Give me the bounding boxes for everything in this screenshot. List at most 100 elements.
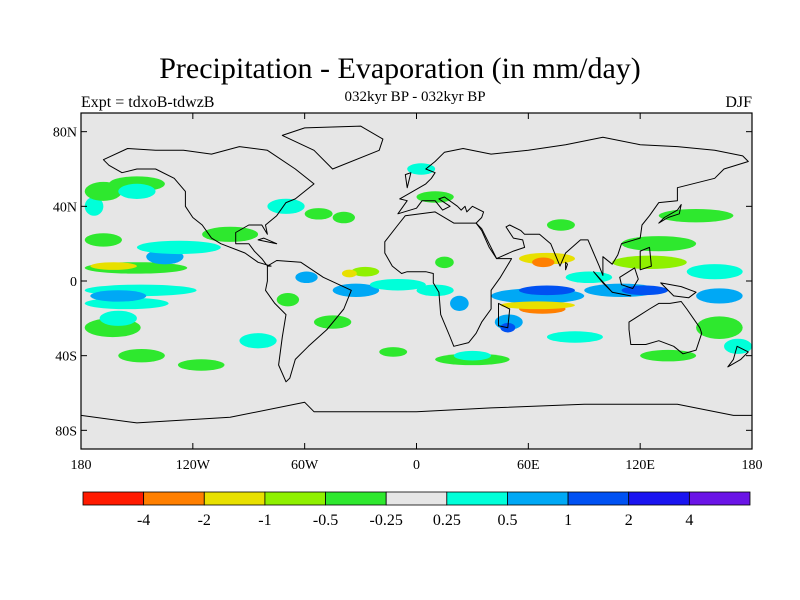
colorbar: -4 -2 -1 -0.5 -0.25 0.25 0.5 1 2 4 bbox=[82, 491, 751, 529]
contour-region bbox=[416, 284, 454, 297]
coastline bbox=[619, 267, 639, 289]
contour-region bbox=[519, 285, 575, 296]
lat-tick-label: 40N bbox=[53, 200, 77, 215]
colorbar-label: 1 bbox=[564, 512, 572, 529]
lon-tick-label: 60W bbox=[291, 458, 319, 473]
lon-tick-label: 120E bbox=[625, 458, 655, 473]
colorbar-label: -4 bbox=[137, 512, 150, 529]
contour-region bbox=[276, 293, 300, 307]
coastline bbox=[384, 211, 513, 347]
colorbar-label: 0.25 bbox=[433, 512, 461, 529]
contour-region bbox=[565, 271, 613, 283]
contour-region bbox=[84, 196, 104, 216]
map-subtitle: 032kyr BP - 032kyr BP bbox=[344, 89, 486, 105]
contour-region bbox=[90, 262, 137, 270]
contour-region bbox=[450, 295, 469, 311]
colorbar-label: -0.5 bbox=[313, 512, 338, 529]
contour-region bbox=[532, 257, 555, 268]
contour-region bbox=[99, 310, 137, 326]
contour-region bbox=[379, 347, 408, 357]
colorbar-swatch bbox=[143, 491, 205, 506]
colorbar-swatch bbox=[203, 491, 266, 506]
contour-region bbox=[90, 290, 147, 302]
colorbar-swatch bbox=[385, 491, 448, 506]
page-title: Precipitation - Evaporation (in mm/day) bbox=[159, 52, 641, 85]
contour-region bbox=[500, 301, 575, 310]
colorbar-swatch bbox=[567, 491, 630, 506]
contour-regions bbox=[84, 163, 752, 371]
coastline bbox=[397, 136, 749, 276]
latitude-axis: 80N 40N 0 40S 80S bbox=[53, 126, 752, 439]
contour-region bbox=[686, 264, 743, 280]
contour-region bbox=[177, 359, 225, 371]
lat-tick-label: 80S bbox=[55, 424, 77, 439]
lat-tick-label: 80N bbox=[53, 126, 77, 141]
contour-region bbox=[621, 236, 697, 252]
contour-region bbox=[304, 208, 333, 220]
contour-region bbox=[546, 331, 603, 343]
lat-tick-label: 0 bbox=[70, 275, 77, 290]
colorbar-label: -2 bbox=[198, 512, 211, 529]
contour-region bbox=[118, 183, 156, 199]
coastline bbox=[593, 271, 613, 293]
coastline bbox=[81, 401, 752, 449]
lon-tick-label: 60E bbox=[517, 458, 540, 473]
coastline bbox=[281, 125, 384, 170]
colorbar-label: 2 bbox=[625, 512, 633, 529]
colorbar-label: -0.25 bbox=[370, 512, 403, 529]
contour-region bbox=[351, 266, 380, 277]
coastline bbox=[102, 146, 315, 267]
lon-tick-label: 180 bbox=[742, 458, 763, 473]
season-label: DJF bbox=[725, 94, 752, 111]
coastline bbox=[611, 291, 632, 297]
lon-tick-label: 120W bbox=[176, 458, 211, 473]
contour-region bbox=[453, 350, 492, 361]
coastline bbox=[404, 172, 412, 189]
lon-tick-label: 0 bbox=[413, 458, 420, 473]
contour-region bbox=[369, 279, 426, 291]
contour-region bbox=[136, 240, 221, 255]
experiment-label: Expt = tdxoB-tdwzB bbox=[81, 94, 215, 111]
contour-region bbox=[118, 349, 165, 363]
contour-region bbox=[84, 233, 123, 247]
colorbar-swatch bbox=[446, 491, 508, 506]
colorbar-swatch bbox=[628, 491, 690, 506]
contour-region bbox=[332, 211, 355, 224]
contour-region bbox=[267, 198, 305, 214]
contour-region bbox=[612, 255, 687, 269]
coastline bbox=[660, 282, 697, 299]
colorbar-label: -1 bbox=[258, 512, 271, 529]
colorbar-label: 0.5 bbox=[497, 512, 517, 529]
contour-region bbox=[295, 271, 318, 283]
colorbar-swatch bbox=[82, 491, 145, 506]
coastline bbox=[265, 260, 352, 383]
colorbar-swatch bbox=[688, 491, 751, 506]
contour-region bbox=[696, 288, 743, 304]
coastline bbox=[727, 345, 749, 368]
colorbar-label: 4 bbox=[685, 512, 693, 529]
contour-region bbox=[416, 191, 454, 203]
contour-region bbox=[341, 269, 357, 278]
contour-region bbox=[640, 349, 697, 362]
coastline bbox=[628, 301, 703, 355]
longitude-axis: 180 120W 60W 0 60E 120E 180 bbox=[71, 113, 763, 473]
lon-tick-label: 180 bbox=[71, 458, 92, 473]
lat-tick-label: 40S bbox=[55, 350, 77, 365]
coastline bbox=[257, 237, 278, 245]
contour-region bbox=[239, 333, 277, 349]
colorbar-swatch bbox=[264, 491, 326, 506]
coastline bbox=[658, 204, 682, 224]
coastlines bbox=[81, 125, 752, 449]
contour-region bbox=[202, 226, 259, 242]
colorbar-swatch bbox=[325, 491, 387, 506]
contour-region bbox=[407, 163, 436, 175]
colorbar-swatch bbox=[507, 491, 569, 506]
coastline bbox=[639, 246, 652, 271]
contour-region bbox=[696, 316, 743, 339]
coastline bbox=[565, 261, 568, 271]
contour-region bbox=[435, 256, 454, 269]
contour-region bbox=[658, 209, 734, 223]
contour-region bbox=[546, 219, 575, 231]
coastline bbox=[498, 302, 511, 329]
